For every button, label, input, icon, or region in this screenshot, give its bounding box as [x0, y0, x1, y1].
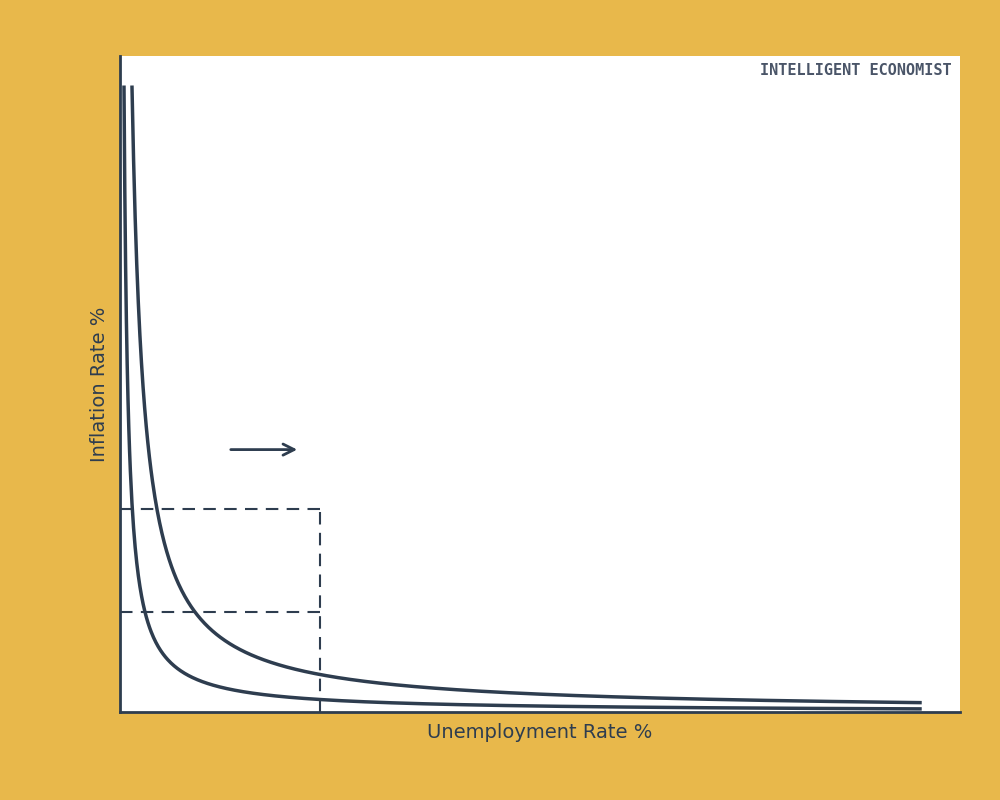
Text: INTELLIGENT ECONOMIST: INTELLIGENT ECONOMIST — [760, 62, 952, 78]
X-axis label: Unemployment Rate %: Unemployment Rate % — [427, 723, 653, 742]
Y-axis label: Inflation Rate %: Inflation Rate % — [90, 306, 109, 462]
